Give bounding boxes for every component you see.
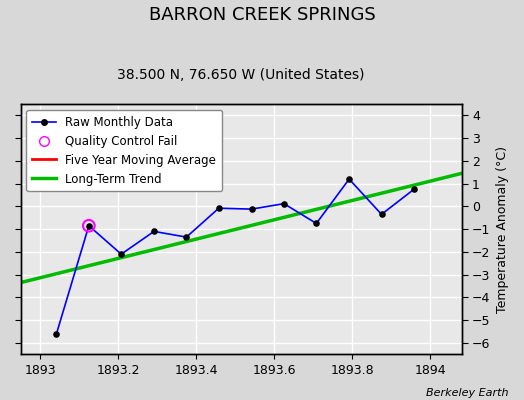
Point <box>85 222 93 229</box>
Title: 38.500 N, 76.650 W (United States): 38.500 N, 76.650 W (United States) <box>117 68 365 82</box>
Text: BARRON CREEK SPRINGS: BARRON CREEK SPRINGS <box>149 6 375 24</box>
Point <box>52 331 61 337</box>
Y-axis label: Temperature Anomaly (°C): Temperature Anomaly (°C) <box>496 146 509 313</box>
Point <box>117 251 125 257</box>
Point <box>312 220 321 227</box>
Legend: Raw Monthly Data, Quality Control Fail, Five Year Moving Average, Long-Term Tren: Raw Monthly Data, Quality Control Fail, … <box>26 110 222 192</box>
Point <box>150 228 158 235</box>
Point <box>345 176 353 182</box>
Point <box>85 222 93 229</box>
Text: Berkeley Earth: Berkeley Earth <box>426 388 508 398</box>
Point <box>377 211 386 218</box>
Point <box>182 234 191 240</box>
Point <box>410 186 418 192</box>
Point <box>280 200 288 207</box>
Point <box>215 205 223 212</box>
Point <box>247 206 256 212</box>
